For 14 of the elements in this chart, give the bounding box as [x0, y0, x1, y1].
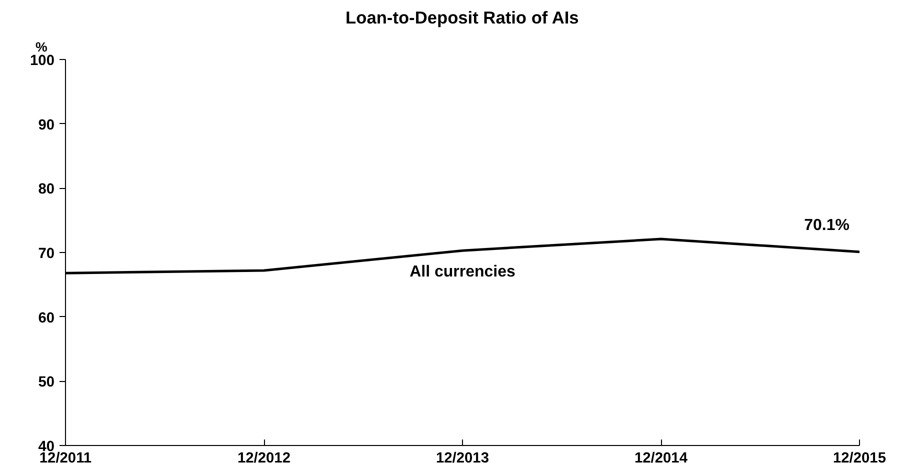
y-tick-label: 100: [30, 53, 55, 69]
x-tick-label: 12/2012: [238, 450, 290, 466]
y-tick-label: 70: [38, 246, 55, 262]
series-label: All currencies: [410, 264, 516, 281]
y-tick-label: 80: [38, 182, 55, 198]
x-tick-label: 12/2014: [634, 450, 688, 466]
annotation: 70.1%: [804, 216, 850, 234]
x-tick-label: 12/2013: [436, 450, 489, 466]
y-tick-label: 90: [38, 117, 55, 134]
x-tick-label: 12/2015: [833, 450, 886, 466]
y-axis-title: %: [36, 40, 48, 54]
chart-title: Loan-to-Deposit Ratio of AIs: [346, 8, 579, 28]
y-tick-label: 60: [38, 310, 55, 326]
y-tick-label: 50: [38, 374, 55, 391]
